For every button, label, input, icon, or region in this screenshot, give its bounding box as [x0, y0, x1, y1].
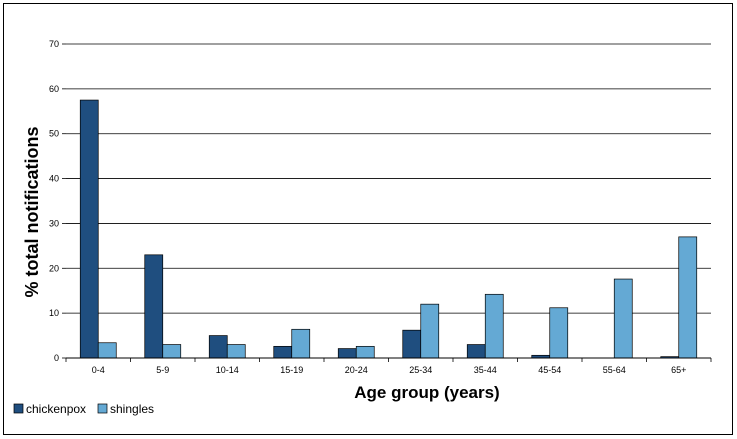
bar-chickenpox-35-44 — [466, 344, 486, 359]
y-tick-label: 30 — [49, 218, 59, 228]
legend: chickenpox shingles — [13, 402, 154, 416]
x-tick-labels: 0-4 5-9 10-14 15-19 20-24 25-34 35-44 45-54 55-6… — [65, 358, 712, 375]
chart-frame — [3, 3, 733, 435]
bar-shingles-15-19 — [291, 328, 311, 359]
y-tick-label: 60 — [49, 84, 59, 94]
bar-shingles-55-64 — [613, 278, 633, 359]
x-tick-label: 35-44 — [474, 365, 497, 375]
x-tick-label: 15-19 — [280, 365, 303, 375]
y-tick-label: 10 — [49, 308, 59, 318]
legend-swatch-shingles — [97, 403, 108, 414]
bar-chickenpox-15-19 — [273, 345, 293, 359]
x-tick-label: 5-9 — [156, 365, 169, 375]
legend-swatch-chickenpox — [13, 403, 24, 414]
bar-shingles-35-44 — [484, 293, 504, 359]
bars — [79, 99, 698, 359]
bar-shingles-65+ — [678, 236, 698, 359]
y-tick-label: 40 — [49, 174, 59, 184]
y-tick-label: 20 — [49, 263, 59, 273]
x-tick-label: 20-24 — [345, 365, 368, 375]
x-axis-title: Age group (years) — [354, 383, 499, 402]
bar-chickenpox-20-24 — [337, 348, 357, 359]
bar-shingles-45-54 — [549, 307, 569, 359]
gridlines — [62, 43, 711, 359]
bar-shingles-10-14 — [226, 344, 246, 359]
y-tick-label: 0 — [54, 353, 59, 363]
x-tick-label: 10-14 — [216, 365, 239, 375]
x-tick-label: 25-34 — [409, 365, 432, 375]
bar-shingles-0-4 — [97, 342, 117, 359]
bar-chickenpox-10-14 — [208, 335, 228, 359]
bar-shingles-20-24 — [355, 345, 375, 359]
x-tick-label: 55-64 — [603, 365, 626, 375]
y-tick-label: 70 — [49, 39, 59, 49]
x-tick-label: 65+ — [671, 365, 686, 375]
bar-chickenpox-5-9 — [144, 254, 164, 359]
y-tick-labels: 0 10 20 30 40 50 60 70 — [49, 39, 59, 363]
legend-label-chickenpox: chickenpox — [26, 402, 86, 416]
bar-chickenpox-25-34 — [402, 329, 422, 359]
y-axis-title: % total notifications — [22, 127, 42, 298]
x-tick-label: 45-54 — [538, 365, 561, 375]
bar-shingles-5-9 — [162, 344, 182, 359]
bar-shingles-25-34 — [420, 303, 440, 359]
x-tick-label: 0-4 — [92, 365, 105, 375]
legend-label-shingles: shingles — [110, 402, 154, 416]
y-tick-label: 50 — [49, 129, 59, 139]
bar-chickenpox-0-4 — [79, 99, 99, 359]
